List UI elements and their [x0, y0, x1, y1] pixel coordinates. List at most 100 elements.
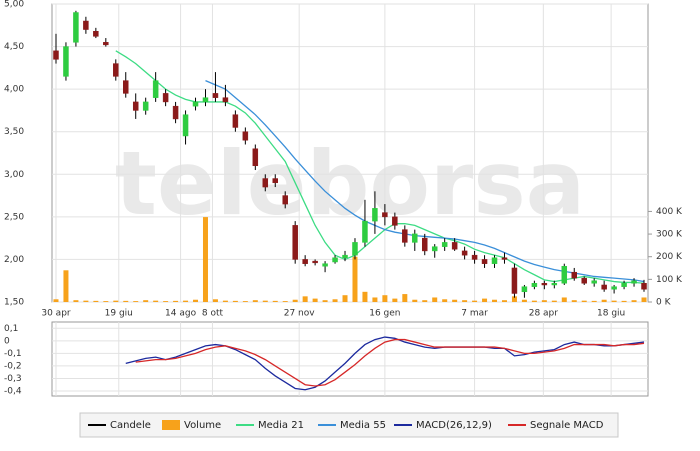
volume-bar	[212, 299, 218, 302]
volume-bar	[541, 300, 547, 302]
volume-bar	[232, 300, 238, 302]
candle-body	[631, 280, 637, 284]
x-tick-label: 27 nov	[284, 309, 316, 319]
candle-body	[461, 250, 468, 256]
candle-body	[142, 101, 149, 111]
volume-bar	[143, 300, 149, 302]
volume-bar	[242, 301, 248, 302]
volume-bar	[521, 299, 527, 302]
volume-bar	[501, 300, 507, 302]
y-tick-label: 3,50	[4, 127, 24, 137]
candle-body	[521, 286, 528, 293]
y-tick-label: 0,1	[4, 324, 18, 334]
volume-bar	[601, 299, 607, 302]
candle-body	[421, 237, 428, 252]
candle-body	[451, 242, 458, 250]
volume-bar	[282, 301, 288, 302]
candle-body	[491, 257, 498, 264]
y-tick-label: 2,00	[4, 255, 24, 265]
y-tick-label: 4,00	[4, 85, 24, 95]
volume-bar	[432, 297, 438, 302]
volume-bar	[621, 300, 627, 302]
volume-bar	[252, 300, 258, 302]
candle-body	[113, 63, 119, 77]
candle-body	[192, 101, 199, 107]
candle-body	[601, 284, 607, 290]
volume-bar	[312, 298, 318, 302]
volume-bar	[352, 256, 358, 302]
volume-bar	[193, 299, 199, 302]
candle-body	[591, 280, 597, 284]
watermark: teleborsa	[115, 132, 585, 235]
y2-tick-label: 300 K	[656, 230, 683, 240]
volume-bar	[322, 300, 328, 302]
candle-body	[83, 20, 89, 30]
candle-body	[73, 12, 79, 43]
candle-body	[292, 225, 298, 260]
legend-label: Volume	[184, 420, 221, 431]
legend-label: Candele	[110, 420, 151, 431]
volume-bar	[442, 299, 448, 302]
volume-bar	[472, 300, 478, 302]
candle-body	[541, 283, 548, 286]
volume-bar	[262, 300, 268, 302]
x-tick-label: 28 apr	[529, 309, 559, 319]
volume-bar	[53, 299, 59, 302]
candle-body	[471, 254, 478, 260]
candle-body	[481, 259, 488, 264]
candle-body	[402, 229, 408, 243]
candle-body	[372, 208, 378, 222]
y-tick-label: -0,2	[4, 361, 22, 371]
x-tick-label: 8 ott	[202, 309, 224, 319]
y2-tick-label: 200 K	[656, 252, 683, 262]
candle-body	[302, 259, 308, 264]
candle-body	[242, 131, 249, 141]
volume-bar	[462, 300, 468, 302]
candle-body	[202, 97, 209, 103]
main-panel	[51, 3, 649, 303]
candle-body	[322, 263, 328, 267]
x-tick-label: 18 giu	[597, 309, 625, 319]
candle-body	[501, 257, 508, 260]
x-tick-label: 16 gen	[369, 309, 400, 319]
volume-bar	[402, 294, 408, 302]
y-tick-label: 1,50	[4, 298, 24, 308]
legend-label: Media 55	[340, 420, 386, 431]
volume-bar	[591, 300, 597, 302]
candle-body	[182, 114, 189, 137]
volume-bar	[611, 300, 617, 302]
y-tick-label: -0,3	[4, 374, 22, 384]
volume-bar	[153, 300, 159, 302]
legend-swatch	[162, 420, 180, 430]
volume-bar	[392, 298, 398, 302]
volume-bar	[292, 299, 298, 302]
candle-body	[93, 30, 99, 37]
candle-body	[332, 257, 338, 263]
y-tick-label: 4,50	[4, 42, 24, 52]
legend-label: Media 21	[258, 420, 304, 431]
volume-bar	[362, 291, 368, 302]
volume-bar	[492, 299, 498, 302]
legend-label: Segnale MACD	[530, 420, 604, 431]
candle-body	[611, 286, 617, 290]
candle-body	[362, 220, 368, 243]
line-series	[135, 338, 645, 387]
volume-bar	[511, 296, 517, 302]
candle-body	[172, 105, 179, 120]
candle-body	[103, 42, 109, 46]
y-tick-label: -0,1	[4, 349, 22, 359]
y-tick-label: 5,00	[4, 0, 24, 10]
volume-bar	[561, 297, 567, 302]
x-tick-label: 30 apr	[41, 309, 71, 319]
candle-body	[282, 195, 288, 205]
candle-body	[431, 246, 438, 252]
y-tick-label: 3,00	[4, 170, 24, 180]
volume-bar	[63, 270, 69, 302]
volume-bar	[113, 300, 119, 302]
y-tick-label: -0,4	[4, 386, 22, 396]
candle-body	[162, 93, 169, 103]
volume-bar	[531, 300, 537, 302]
candle-body	[152, 80, 159, 98]
